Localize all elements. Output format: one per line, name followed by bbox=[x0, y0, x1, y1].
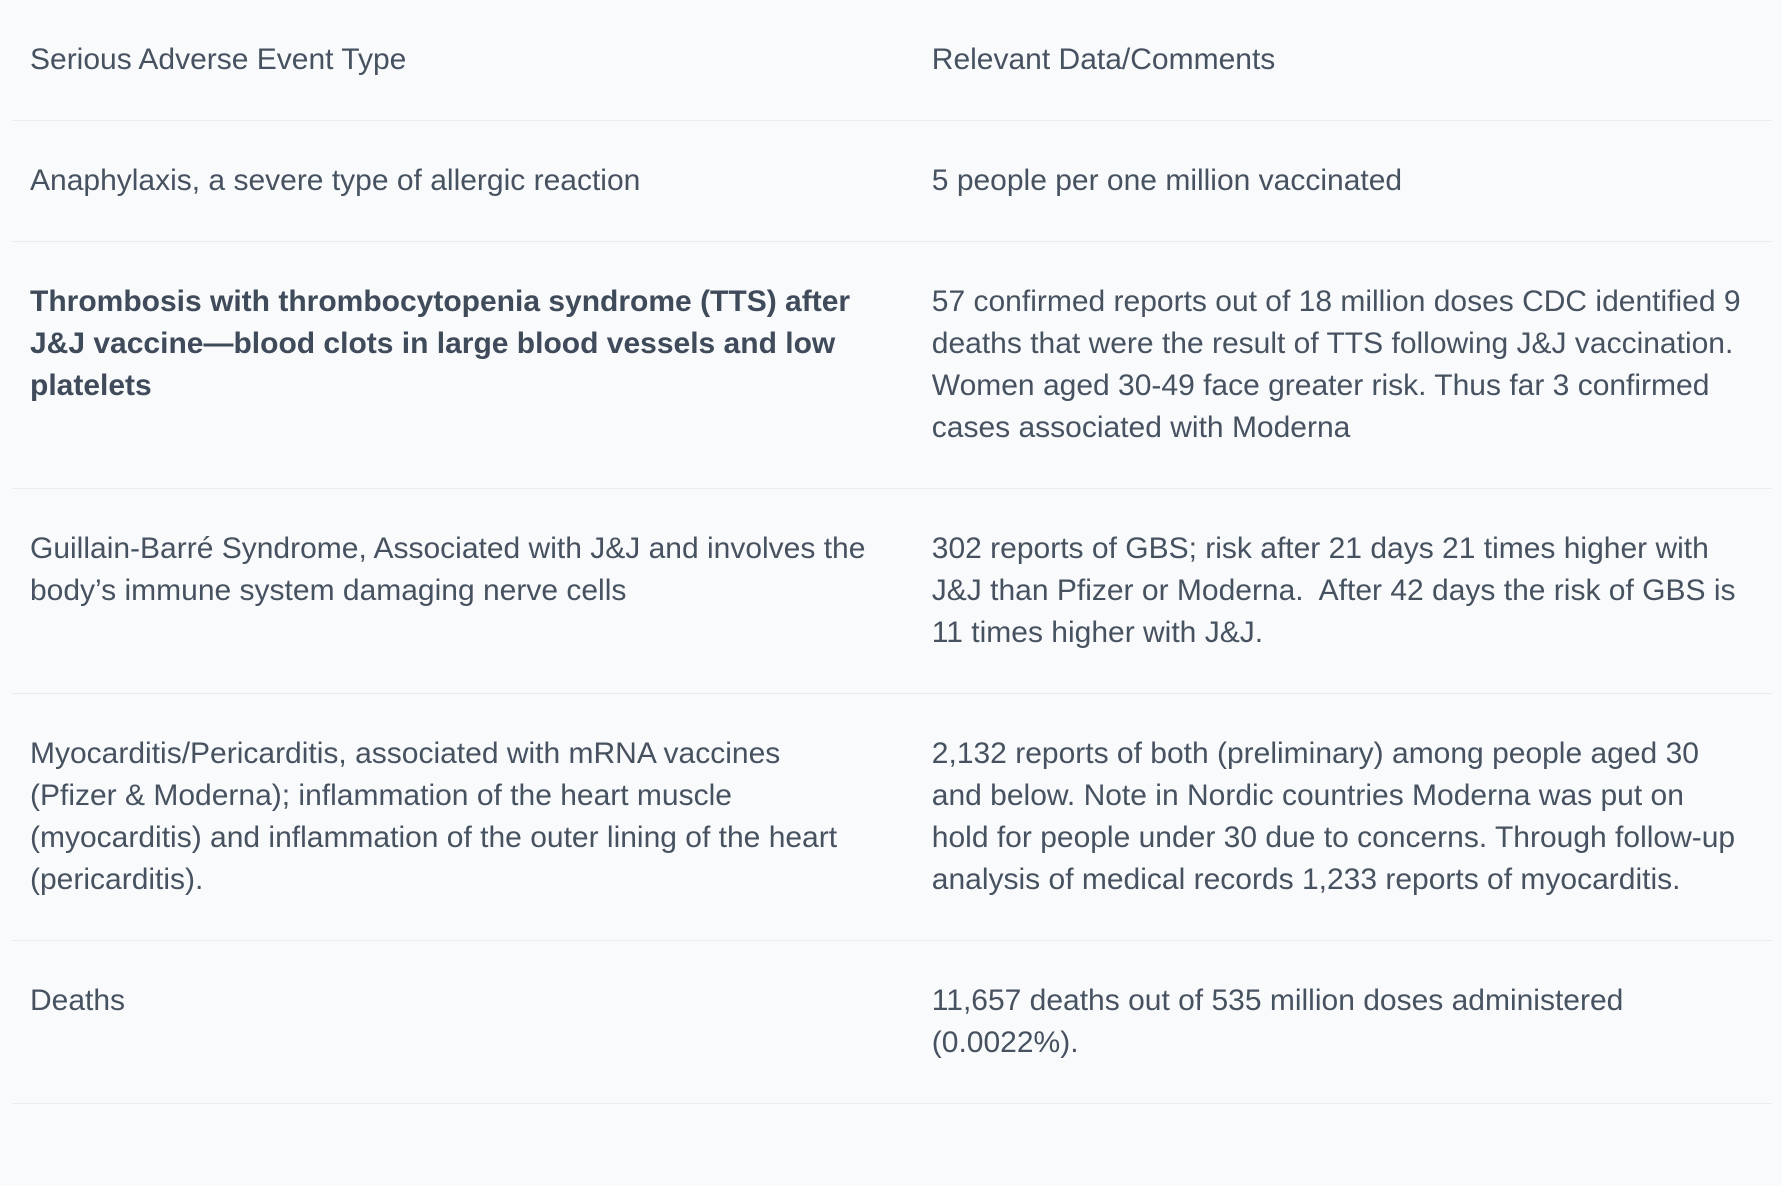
data-comments-cell: 57 confirmed reports out of 18 million d… bbox=[904, 241, 1772, 489]
event-type-cell: Guillain-Barré Syndrome, Associated with… bbox=[12, 488, 905, 694]
adverse-events-table: Serious Adverse Event Type Relevant Data… bbox=[12, 0, 1772, 1104]
event-type-cell: Thrombosis with thrombocytopenia syndrom… bbox=[12, 241, 905, 489]
header-row: Serious Adverse Event Type Relevant Data… bbox=[12, 0, 1772, 121]
adverse-events-page: Serious Adverse Event Type Relevant Data… bbox=[12, 0, 1772, 1104]
data-comments-cell: 5 people per one million vaccinated bbox=[904, 120, 1772, 242]
table-row-myocarditis: Myocarditis/Pericarditis, associated wit… bbox=[12, 693, 1772, 941]
event-type-cell: Anaphylaxis, a severe type of allergic r… bbox=[12, 120, 905, 242]
data-comments-cell: 2,132 reports of both (preliminary) amon… bbox=[904, 693, 1772, 941]
table-row-gbs: Guillain-Barré Syndrome, Associated with… bbox=[12, 488, 1772, 694]
data-comments-cell: 302 reports of GBS; risk after 21 days 2… bbox=[904, 488, 1772, 694]
column-header-relevant-data: Relevant Data/Comments bbox=[904, 0, 1772, 121]
table-row-tts: Thrombosis with thrombocytopenia syndrom… bbox=[12, 241, 1772, 489]
data-comments-cell: 11,657 deaths out of 535 million doses a… bbox=[904, 940, 1772, 1104]
event-type-cell: Deaths bbox=[12, 940, 905, 1104]
event-type-cell: Myocarditis/Pericarditis, associated wit… bbox=[12, 693, 905, 941]
table-row-deaths: Deaths 11,657 deaths out of 535 million … bbox=[12, 940, 1772, 1104]
column-header-event-type: Serious Adverse Event Type bbox=[12, 0, 905, 121]
table-row-anaphylaxis: Anaphylaxis, a severe type of allergic r… bbox=[12, 120, 1772, 242]
